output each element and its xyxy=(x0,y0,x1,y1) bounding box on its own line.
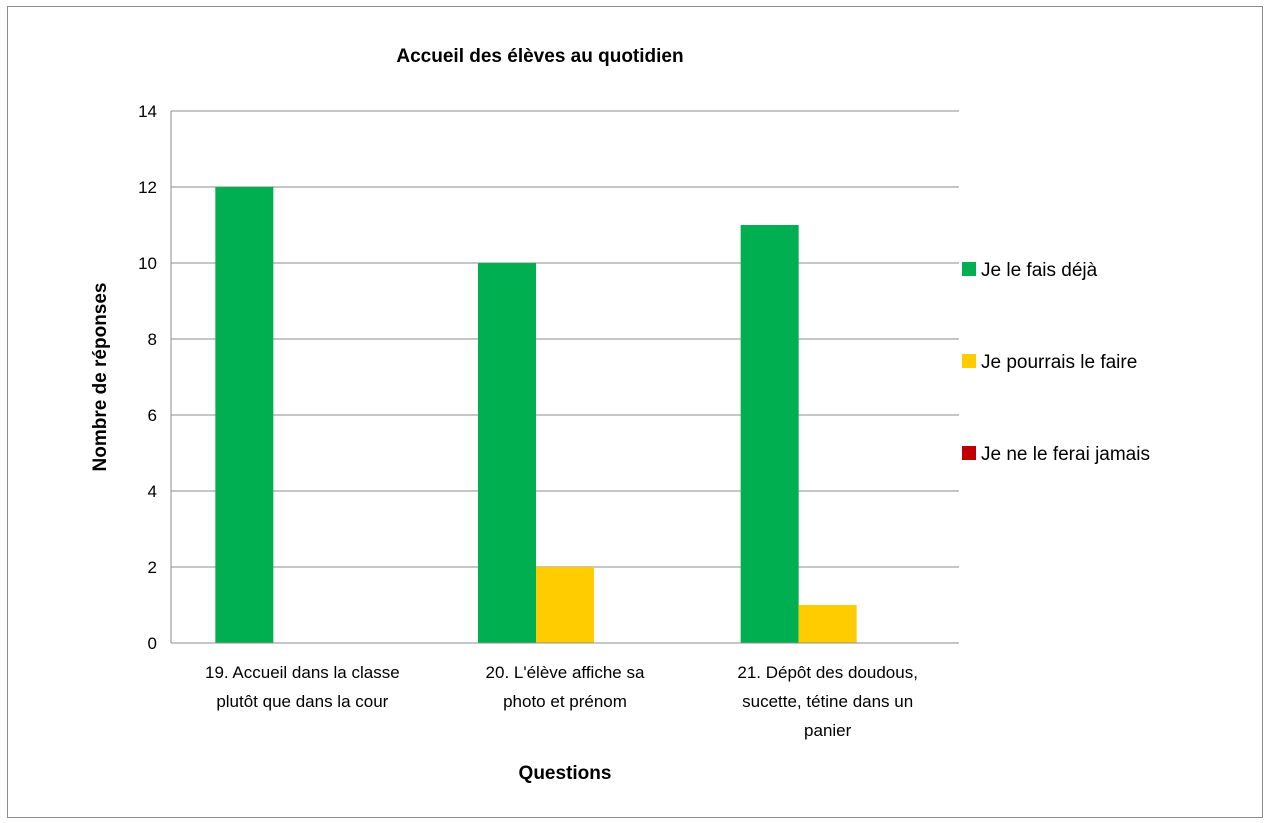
bar xyxy=(798,605,857,643)
legend-swatch xyxy=(962,446,976,460)
x-category-labels: 19. Accueil dans la classe plutôt que dan… xyxy=(205,663,918,740)
y-tick-label: 8 xyxy=(148,330,157,349)
y-tick-label: 12 xyxy=(138,178,157,197)
y-tick-label: 2 xyxy=(148,558,157,577)
legend-label: Je ne le ferai jamais xyxy=(981,444,1150,465)
y-tick-labels: 0 2 4 6 8 10 12 14 xyxy=(138,102,157,653)
bar xyxy=(215,187,274,643)
bar xyxy=(536,567,594,643)
x-category-label: panier xyxy=(804,721,852,740)
y-tick-label: 14 xyxy=(138,102,157,121)
x-category-label: plutôt que dans la cour xyxy=(216,692,388,711)
legend-swatch xyxy=(962,262,976,276)
legend-label: Je le fais déjà xyxy=(981,260,1098,281)
x-category-label: 19. Accueil dans la classe xyxy=(205,663,400,682)
chart-title: Accueil des élèves au quotidien xyxy=(396,46,683,67)
bar xyxy=(478,263,536,643)
y-tick-label: 10 xyxy=(138,254,157,273)
gridlines xyxy=(171,110,959,568)
legend-label: Je pourrais le faire xyxy=(981,352,1137,373)
bar xyxy=(740,225,799,643)
x-category-label: 20. L'élève affiche sa xyxy=(486,663,645,682)
y-tick-label: 6 xyxy=(148,406,157,425)
x-category-label: sucette, tétine dans un xyxy=(742,692,913,711)
y-tick-label: 0 xyxy=(148,634,157,653)
legend: Je le fais déjà Je pourrais le faire Je ne… xyxy=(962,260,1150,465)
x-category-label: photo et prénom xyxy=(503,692,627,711)
legend-swatch xyxy=(962,354,976,368)
y-tick-label: 4 xyxy=(148,482,157,501)
y-axis-title: Nombre de réponses xyxy=(90,283,111,472)
x-axis-title: Questions xyxy=(519,763,612,784)
x-category-label: 21. Dépôt des doudous, xyxy=(737,663,918,682)
bars xyxy=(215,187,857,643)
